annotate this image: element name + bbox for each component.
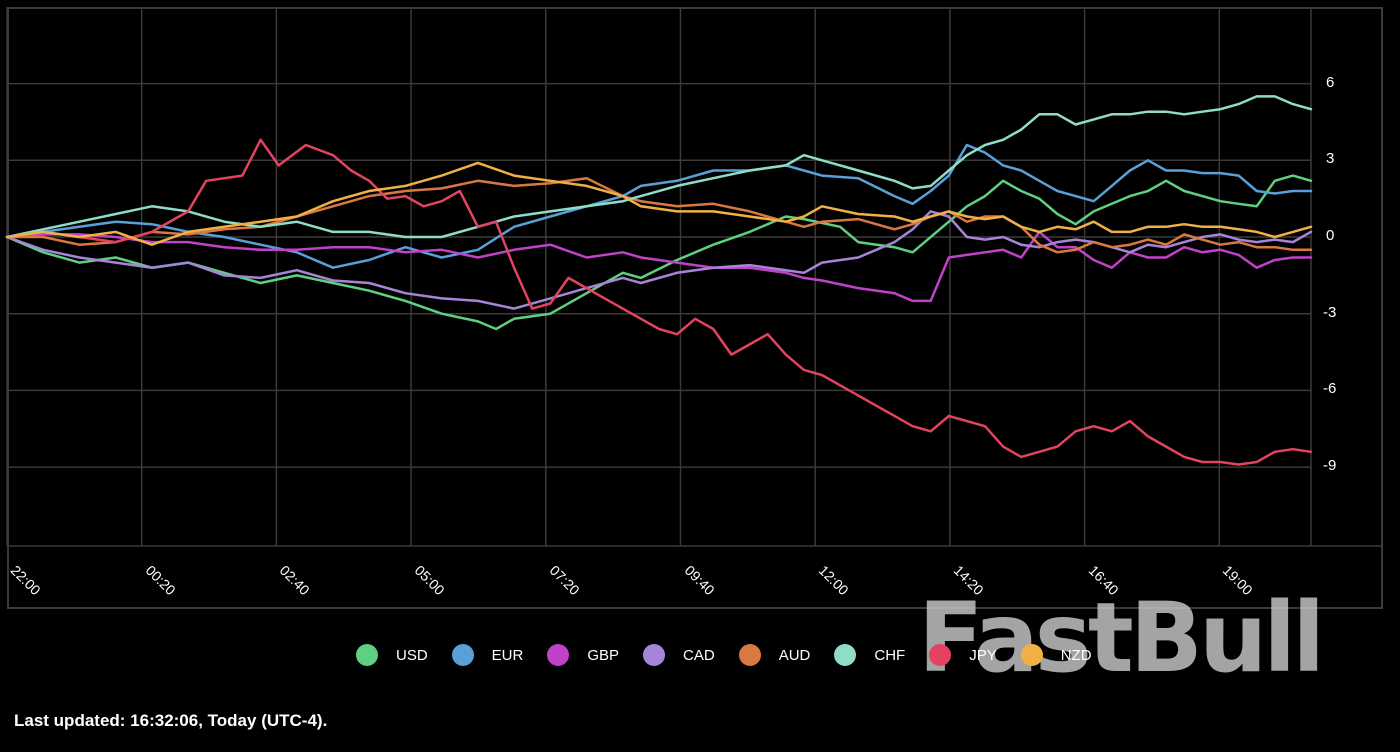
- legend-dot-icon: [1020, 644, 1043, 666]
- y-tick-label: 6: [1326, 73, 1335, 91]
- legend-label: CHF: [874, 646, 906, 664]
- y-tick-label: -6: [1323, 380, 1337, 398]
- chart-legend: USD EUR GBP CAD AUD CHF JPY NZD: [356, 640, 1116, 670]
- legend-dot-icon: [356, 644, 378, 666]
- legend-label: USD: [396, 646, 428, 664]
- last-updated-text: Last updated: 16:32:06, Today (UTC-4).: [14, 711, 328, 730]
- chart-frame: [7, 7, 1383, 609]
- chart-series: [5, 95, 1313, 466]
- y-tick-label: -9: [1323, 457, 1337, 475]
- y-tick-label: 3: [1326, 150, 1335, 168]
- legend-item-nzd[interactable]: NZD: [1020, 644, 1092, 666]
- legend-dot-icon: [643, 644, 666, 666]
- legend-item-usd[interactable]: USD: [356, 644, 428, 666]
- legend-dot-icon: [929, 644, 952, 666]
- chart-grid: [6, 7, 1383, 547]
- line-chart: [5, 7, 1383, 547]
- legend-label: NZD: [1060, 646, 1092, 664]
- series-line-cad: [5, 210, 1313, 310]
- series-line-gbp: [5, 230, 1313, 303]
- y-tick-label: 0: [1326, 227, 1335, 244]
- legend-item-eur[interactable]: EUR: [451, 644, 524, 666]
- series-line-chf: [5, 95, 1313, 239]
- legend-label: EUR: [491, 646, 524, 664]
- legend-dot-icon: [547, 644, 570, 666]
- legend-item-jpy[interactable]: JPY: [929, 644, 997, 666]
- series-line-usd: [5, 174, 1313, 331]
- series-line-jpy: [5, 138, 1313, 466]
- legend-label: CAD: [683, 646, 715, 664]
- legend-item-gbp[interactable]: GBP: [547, 644, 619, 666]
- legend-item-aud[interactable]: AUD: [738, 644, 811, 666]
- legend-item-chf[interactable]: CHF: [834, 644, 905, 666]
- legend-dot-icon: [738, 644, 761, 666]
- legend-item-cad[interactable]: CAD: [643, 644, 715, 666]
- fastbull-watermark-logo: FastBull: [918, 582, 1325, 694]
- legend-label: JPY: [969, 646, 997, 664]
- legend-label: AUD: [778, 646, 811, 664]
- series-line-nzd: [5, 161, 1313, 246]
- legend-dot-icon: [834, 644, 857, 666]
- y-tick-label: -3: [1323, 303, 1337, 321]
- legend-dot-icon: [451, 644, 474, 666]
- series-line-eur: [5, 143, 1313, 269]
- legend-label: GBP: [587, 646, 620, 664]
